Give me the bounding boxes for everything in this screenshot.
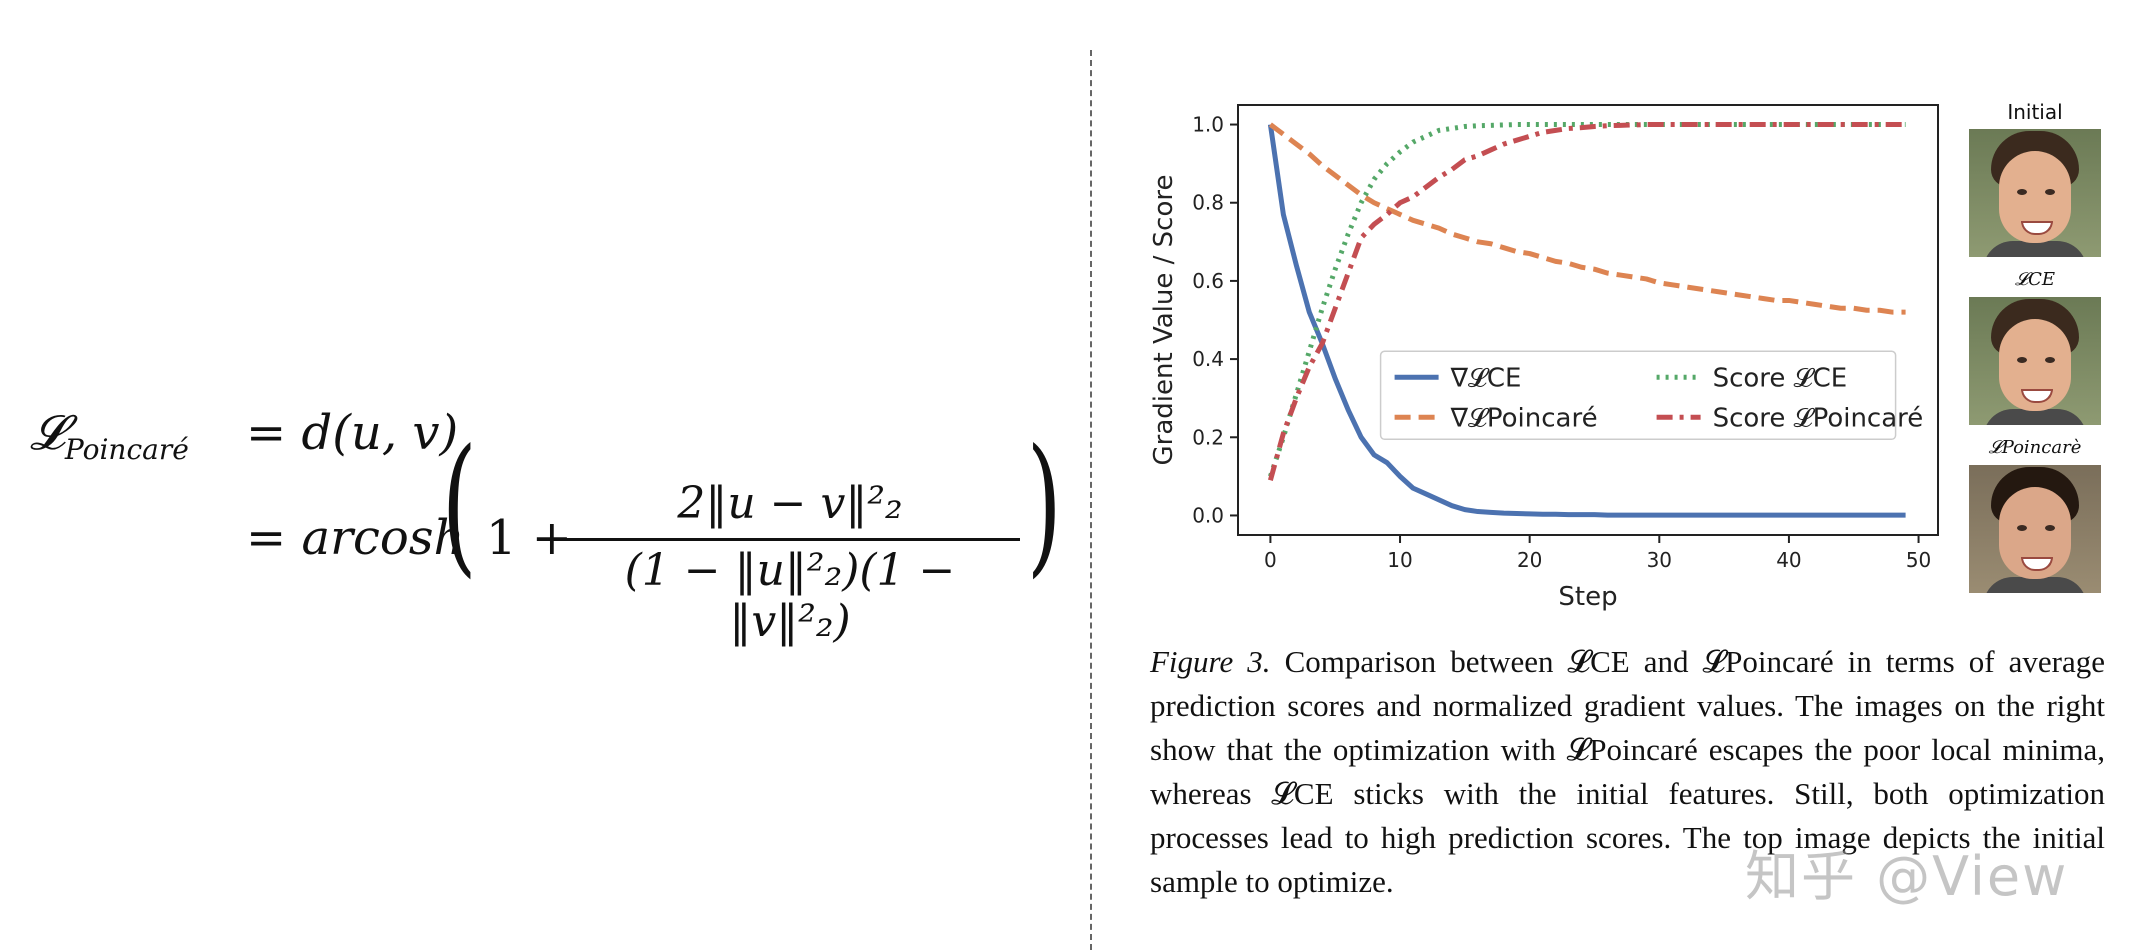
legend-box [1379, 350, 1897, 441]
face-images-column: Initial 𝓛CE 𝓛Poincarè [1960, 95, 2110, 599]
y-tick-label-0: 0.0 [1192, 503, 1224, 527]
equation-line-1: = d(u, v) [246, 405, 459, 461]
figure-caption-lead: Figure 3. [1150, 644, 1271, 679]
column-divider [1090, 50, 1092, 950]
equation-close-paren: ) [1026, 418, 1062, 592]
x-tick-label-2: 20 [1517, 548, 1542, 572]
equation-lhs: 𝓛Poincaré [30, 405, 189, 466]
legend-label-2: Score 𝓛CE [1713, 363, 1848, 393]
series-line-1 [1268, 122, 1906, 315]
face-label-ce: 𝓛CE [2015, 269, 2055, 290]
series-line-2 [1268, 122, 1906, 478]
face-image-ce [1969, 297, 2101, 425]
figure-caption: Figure 3. Comparison between 𝓛CE and 𝓛Po… [1150, 640, 2105, 904]
x-tick-label-0: 0 [1264, 548, 1277, 572]
y-tick-label-3: 0.6 [1192, 269, 1224, 293]
equation-denominator: (1 − ‖u‖²₂)(1 − ‖v‖²₂) [624, 545, 956, 647]
equation-lhs-subscript: Poincaré [64, 433, 189, 466]
x-tick-label-1: 10 [1387, 548, 1412, 572]
face-label-poincare: 𝓛Poincarè [1988, 437, 2082, 458]
plot-frame [1237, 104, 1939, 536]
y-tick-label-5: 1.0 [1192, 113, 1224, 137]
y-tick-label-1: 0.2 [1192, 425, 1224, 449]
x-tick-label-5: 50 [1906, 548, 1931, 572]
y-axis-label: Gradient Value / Score [1149, 175, 1179, 466]
y-tick-label-2: 0.4 [1192, 347, 1224, 371]
series-line-3 [1267, 122, 1906, 481]
x-axis-label: Step [1558, 582, 1617, 612]
equation-lhs-symbol: 𝓛 [30, 405, 65, 461]
equation-arcosh: = arcosh [246, 510, 465, 566]
gradient-score-chart: 0 10 20 30 40 50 0.0 0.2 0.4 0.6 0.8 1.0 Step Gradien… [1149, 104, 1939, 612]
legend-label-1: ∇𝓛Poincaré [1450, 403, 1598, 433]
equation-one-plus: 1 + [486, 510, 573, 566]
legend-label-0: ∇𝓛CE [1450, 363, 1522, 393]
series-line-0 [1267, 124, 1906, 518]
face-image-poincare [1969, 465, 2101, 593]
equation-fraction: 2‖u − v‖²₂ (1 − ‖u‖²₂)(1 − ‖v‖²₂) [560, 478, 1020, 647]
equation-open-paren: ( [441, 418, 477, 592]
equation-numerator: 2‖u − v‖²₂ [677, 478, 903, 529]
x-tick-label-4: 40 [1776, 548, 1801, 572]
x-tick-label-3: 30 [1647, 548, 1672, 572]
face-label-initial: Initial [2007, 100, 2063, 124]
legend-label-3: Score 𝓛Poincaré [1713, 403, 1924, 433]
equation-line-2: = arcosh [246, 510, 464, 566]
watermark: 知乎 @View [1745, 845, 2069, 908]
fraction-bar [560, 538, 1020, 541]
figure-caption-text: Comparison between 𝓛CE and 𝓛Poincaré in … [1150, 644, 2105, 899]
y-tick-label-4: 0.8 [1192, 191, 1224, 215]
face-image-initial [1969, 129, 2101, 257]
